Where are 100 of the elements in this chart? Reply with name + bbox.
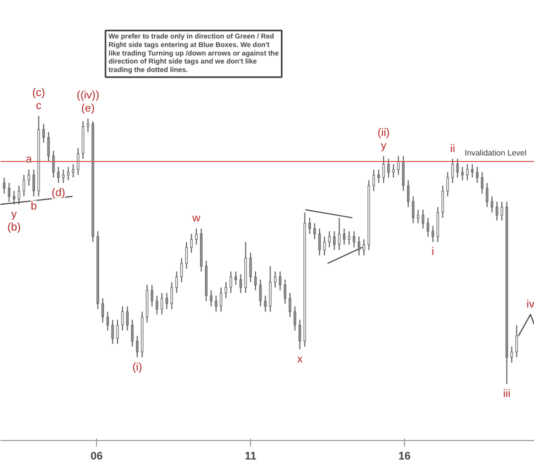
candlestick [328, 230, 331, 248]
candlestick [284, 279, 286, 304]
candlestick [422, 209, 424, 230]
candlestick [214, 295, 218, 312]
candlestick [106, 311, 109, 331]
candlestick [116, 319, 119, 344]
candlestick [471, 164, 474, 178]
candlestick [392, 164, 395, 178]
candlestick [2, 177, 6, 194]
annotation: i [432, 246, 434, 258]
candlestick [28, 169, 30, 186]
candlestick [333, 230, 336, 251]
candlestick [407, 180, 410, 208]
candlestick [387, 158, 390, 178]
annotation: (e) [81, 102, 95, 115]
candlestick [274, 270, 276, 288]
candlestick [62, 169, 65, 184]
candlestick [294, 306, 296, 331]
candlestick [220, 287, 222, 312]
candlestick [185, 241, 188, 270]
annotation: (ii) [377, 127, 390, 140]
candlestick [12, 190, 16, 205]
candlestick [121, 306, 124, 331]
candlestick [230, 270, 232, 294]
annotation: ii [450, 142, 456, 155]
candlestick [446, 172, 449, 197]
candlestick [377, 169, 380, 184]
candlestick [156, 295, 158, 315]
candlestick [412, 196, 414, 224]
candlestick [426, 217, 430, 238]
candlestick [358, 236, 360, 256]
candlestick [150, 284, 154, 307]
candlestick [313, 222, 316, 240]
candlestick [259, 279, 262, 307]
annotation: ((iv)) [76, 90, 100, 102]
candlestick [126, 306, 129, 331]
candlestick [102, 298, 104, 323]
candlestick [500, 201, 504, 221]
candlestick [372, 169, 375, 192]
candlestick [22, 174, 26, 197]
candlestick [348, 230, 350, 246]
annotation: (i) [132, 361, 142, 374]
candlestick [190, 233, 193, 254]
candlestick [515, 324, 518, 358]
candlestick [254, 270, 257, 291]
candlestick [382, 156, 385, 184]
candlestick [308, 217, 311, 234]
candlestick [442, 185, 444, 218]
candlestick [234, 270, 238, 286]
candlestick [18, 185, 20, 205]
annotation: b [30, 200, 37, 212]
candlestick [52, 150, 55, 178]
annotation: (c) [32, 86, 46, 99]
candlestick [175, 270, 178, 294]
candlestick [264, 295, 267, 312]
candlestick [461, 166, 464, 181]
candlestick [480, 172, 484, 194]
candlestick [170, 282, 173, 310]
candlestick [451, 158, 454, 184]
candlestick [67, 166, 70, 181]
candlestick [342, 228, 346, 246]
x-tick-label: 16 [398, 450, 411, 462]
candlestick [210, 290, 212, 307]
candlestick [57, 166, 60, 184]
candlestick [160, 292, 164, 315]
candlestick [86, 118, 90, 132]
annotation: y [11, 208, 18, 220]
candlestick [298, 319, 302, 350]
annotation: a [26, 154, 33, 166]
ref-line-label: Invalidation Level [464, 148, 527, 158]
candlestick [352, 230, 356, 248]
annotation: iv [526, 298, 534, 310]
candlestick [318, 228, 321, 256]
candlestick [72, 164, 74, 178]
candlestick [180, 258, 183, 283]
candlestick [136, 335, 138, 358]
x-tick-label: 11 [244, 450, 256, 462]
candlestick [166, 292, 168, 310]
candlestick [362, 238, 366, 256]
annotation: x [297, 353, 304, 366]
candlestick [490, 196, 494, 213]
annotation: w [191, 212, 200, 225]
candlestick [224, 282, 228, 299]
annotation: y [380, 140, 387, 152]
x-tick-label: 06 [90, 450, 103, 462]
candlestick [466, 164, 469, 181]
candlestick [456, 158, 459, 178]
candlestick [432, 225, 434, 242]
candlestick [510, 346, 513, 364]
candlestick [278, 270, 282, 291]
candlestick [47, 131, 50, 162]
candlestick [111, 319, 114, 344]
candlestick [496, 201, 498, 221]
annotation: iii [503, 388, 510, 400]
candlestick [338, 217, 340, 251]
candlestick [42, 123, 45, 144]
annotation: (d) [52, 186, 66, 199]
candlestick [239, 274, 242, 294]
candlestick [76, 148, 80, 176]
candlestick [416, 209, 420, 224]
